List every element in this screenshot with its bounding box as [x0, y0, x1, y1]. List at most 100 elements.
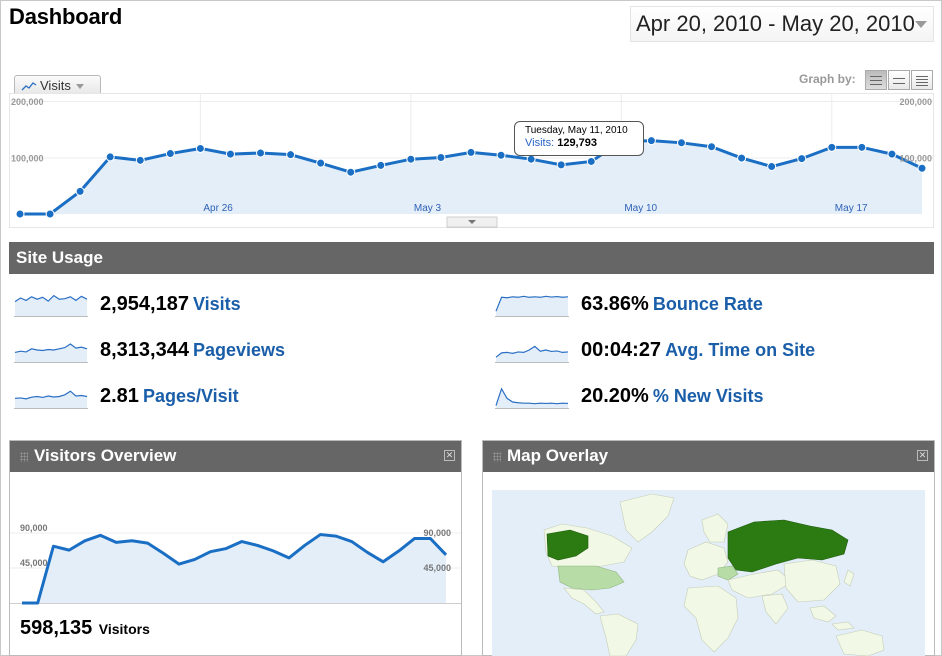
- map-region-east-asia[interactable]: [783, 559, 841, 603]
- sparkline-area: [496, 296, 568, 316]
- x-tick-label: Apr 26: [203, 203, 233, 214]
- tooltip-date: Tuesday, May 11, 2010: [525, 125, 628, 136]
- visitors-overview-header[interactable]: Visitors Overview ✕: [10, 441, 461, 472]
- metric-label[interactable]: Pages/Visit: [142, 386, 239, 406]
- sparkline-area: [15, 344, 87, 362]
- chevron-down-icon: [75, 84, 84, 90]
- map-overlay-title[interactable]: Map Overlay: [507, 446, 609, 465]
- y-tick-label: 200,000: [11, 97, 44, 107]
- data-point: [676, 138, 686, 148]
- data-point: [917, 163, 927, 173]
- series-area: [20, 140, 922, 214]
- sparkline: [14, 343, 88, 363]
- map-region-south-america[interactable]: [599, 613, 639, 656]
- data-point: [75, 186, 85, 196]
- map-region-alaska[interactable]: [546, 529, 589, 561]
- map-region-scandinavia[interactable]: [701, 513, 729, 543]
- close-icon[interactable]: ✕: [917, 450, 928, 461]
- chevron-down-icon: [915, 21, 927, 28]
- data-point: [526, 154, 536, 164]
- data-point: [135, 155, 145, 165]
- map-region-central-asia[interactable]: [727, 569, 793, 599]
- map-region-russia[interactable]: [727, 519, 849, 573]
- data-point: [887, 149, 897, 159]
- metric-label[interactable]: Visits: [192, 294, 241, 314]
- sparkline-area: [496, 388, 568, 408]
- visitors-overview-title[interactable]: Visitors Overview: [34, 446, 177, 465]
- data-point: [707, 142, 717, 152]
- y-tick-label: 100,000: [11, 154, 44, 164]
- sparkline-line: [495, 387, 569, 406]
- metric-label[interactable]: Bounce Rate: [652, 294, 763, 314]
- graph-by-week-button[interactable]: [888, 70, 910, 90]
- data-point: [195, 143, 205, 153]
- metric-label[interactable]: Pageviews: [192, 340, 286, 360]
- data-point: [586, 156, 596, 166]
- map-region-japan[interactable]: [843, 569, 855, 587]
- chart-collapse-handle[interactable]: [446, 216, 498, 228]
- data-point: [767, 162, 777, 172]
- tooltip-metric: Visits:: [525, 137, 555, 149]
- sparkline-area: [496, 346, 568, 362]
- sparkline: [14, 294, 88, 317]
- chart-tooltip: Tuesday, May 11, 2010 Visits: 129,793: [514, 121, 644, 156]
- drag-handle-icon[interactable]: [20, 452, 28, 462]
- map-overlay-panel: Map Overlay ✕: [482, 440, 935, 656]
- sparkline: [495, 345, 569, 363]
- map-region-mexico[interactable]: [563, 587, 605, 615]
- map-region-india[interactable]: [761, 593, 789, 625]
- sparkline-line: [14, 294, 88, 303]
- map-region-southeast-asia[interactable]: [809, 605, 855, 631]
- y-tick-label: 200,000: [899, 97, 932, 107]
- data-point: [346, 167, 356, 177]
- metric-label[interactable]: % New Visits: [652, 386, 764, 406]
- date-range-picker[interactable]: Apr 20, 2010 - May 20, 2010: [630, 6, 934, 42]
- site-usage-header: Site Usage: [9, 242, 934, 274]
- y-tick-label: 90,000: [20, 523, 48, 533]
- y-tick-label: 100,000: [899, 154, 932, 164]
- data-point: [556, 160, 566, 170]
- visits-over-time-chart: Apr 26 May 3 May 10 May 17 200,000 100,000 200…: [9, 93, 934, 228]
- drag-handle-icon[interactable]: [493, 452, 501, 462]
- metric-selector-tab[interactable]: Visits: [14, 75, 101, 95]
- sparkline-line: [14, 343, 88, 353]
- data-point: [646, 136, 656, 146]
- data-point: [496, 150, 506, 160]
- data-point: [45, 209, 55, 219]
- graph-by-day-button[interactable]: [865, 70, 887, 90]
- data-point: [797, 154, 807, 164]
- sparkline: [14, 390, 88, 409]
- visitors-overview-panel: Visitors Overview ✕ 90,000 90,000 45,000 45…: [9, 440, 462, 656]
- metric-value: 2,954,187: [100, 293, 189, 315]
- date-range-label: Apr 20, 2010 - May 20, 2010: [636, 11, 915, 36]
- data-point: [316, 158, 326, 168]
- sparkline: [495, 295, 569, 317]
- chevron-down-icon: [468, 220, 476, 224]
- map-region-greenland[interactable]: [619, 493, 675, 543]
- x-tick-label: May 10: [624, 203, 657, 214]
- close-icon[interactable]: ✕: [444, 450, 455, 461]
- visitors-total-value: 598,135: [20, 617, 93, 639]
- world-map[interactable]: [492, 490, 925, 656]
- map-overlay-header[interactable]: Map Overlay ✕: [483, 441, 934, 472]
- data-point: [15, 209, 25, 219]
- map-region-africa[interactable]: [683, 585, 739, 653]
- graph-by-month-button[interactable]: [911, 70, 933, 90]
- map-region-usa[interactable]: [557, 565, 625, 591]
- metric-value: 63.86%: [581, 293, 649, 315]
- metric-value: 2.81: [100, 385, 139, 407]
- map-region-australia[interactable]: [835, 629, 885, 656]
- data-point: [436, 153, 446, 162]
- series-area: [22, 534, 446, 603]
- sparkline-area: [15, 295, 87, 316]
- visitors-total-label: Visitors: [98, 621, 150, 637]
- metric-label[interactable]: Avg. Time on Site: [665, 340, 816, 360]
- data-point: [466, 147, 476, 157]
- sparkline: [495, 387, 569, 409]
- sparkline-line: [14, 390, 88, 400]
- graph-by-label: Graph by:: [799, 72, 856, 86]
- data-point: [857, 142, 867, 152]
- sparkline-line: [495, 345, 569, 358]
- map-region-ukraine[interactable]: [717, 565, 739, 581]
- sparkline-area: [15, 391, 87, 408]
